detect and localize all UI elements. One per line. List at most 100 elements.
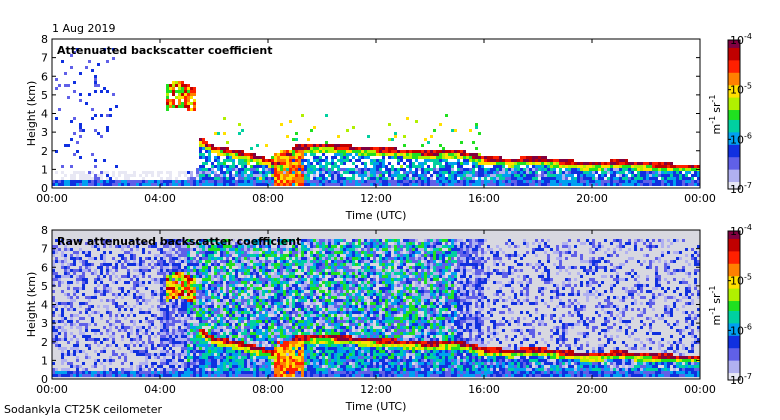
heatmap-cell	[265, 269, 268, 272]
heatmap-cell	[241, 371, 244, 374]
heatmap-cell	[241, 257, 244, 260]
heatmap-cell	[652, 162, 655, 165]
heatmap-cell	[121, 263, 124, 266]
heatmap-cell	[79, 371, 82, 374]
heatmap-cell	[247, 183, 250, 186]
heatmap-cell	[439, 180, 442, 183]
heatmap-cell	[202, 144, 205, 147]
heatmap-cell	[262, 371, 265, 374]
heatmap-cell	[160, 314, 163, 317]
heatmap-cell	[631, 171, 634, 174]
heatmap-cell	[301, 168, 304, 171]
heatmap-cell	[310, 284, 313, 287]
heatmap-cell	[217, 159, 220, 162]
colorbar-swatch	[728, 119, 740, 123]
heatmap-cell	[289, 317, 292, 320]
heatmap-cell	[214, 365, 217, 368]
heatmap-cell	[289, 329, 292, 332]
heatmap-cell	[181, 93, 184, 96]
heatmap-cell	[424, 162, 427, 165]
heatmap-cell	[238, 323, 241, 326]
heatmap-cell	[175, 344, 178, 347]
heatmap-cell	[169, 362, 172, 365]
heatmap-cell	[124, 308, 127, 311]
heatmap-cell	[160, 371, 163, 374]
heatmap-cell	[187, 302, 190, 305]
heatmap-cell	[124, 359, 127, 362]
heatmap-cell	[79, 275, 82, 278]
heatmap-cell	[91, 374, 94, 377]
heatmap-cell	[601, 174, 604, 177]
heatmap-cell	[280, 159, 283, 162]
heatmap-cell	[247, 269, 250, 272]
heatmap-cell	[262, 341, 265, 344]
heatmap-cell	[508, 183, 511, 186]
heatmap-cell	[361, 156, 364, 159]
heatmap-cell	[331, 180, 334, 183]
heatmap-cell	[400, 180, 403, 183]
heatmap-cell	[487, 177, 490, 180]
heatmap-cell	[82, 275, 85, 278]
heatmap-cell	[319, 156, 322, 159]
heatmap-cell	[697, 177, 700, 180]
heatmap-cell	[202, 347, 205, 350]
heatmap-cell	[178, 245, 181, 248]
heatmap-cell	[160, 183, 163, 186]
heatmap-cell	[478, 171, 481, 174]
heatmap-cell	[625, 168, 628, 171]
heatmap-cell	[250, 311, 253, 314]
heatmap-cell	[97, 63, 100, 66]
heatmap-cell	[376, 171, 379, 174]
heatmap-cell	[76, 326, 79, 329]
heatmap-cell	[214, 248, 217, 251]
heatmap-cell	[61, 362, 64, 365]
heatmap-cell	[238, 183, 241, 186]
heatmap-cell	[280, 242, 283, 245]
heatmap-cell	[199, 344, 202, 347]
heatmap-cell	[481, 174, 484, 177]
heatmap-cell	[358, 156, 361, 159]
heatmap-cell	[391, 171, 394, 174]
heatmap-cell	[244, 165, 247, 168]
heatmap-cell	[70, 374, 73, 377]
panel-title: Attenuated backscatter coefficient	[57, 44, 273, 57]
heatmap-cell	[604, 183, 607, 186]
heatmap-cell	[181, 332, 184, 335]
colorbar-unit-label: m-1sr-1	[708, 95, 723, 135]
heatmap-cell	[160, 269, 163, 272]
heatmap-cell	[520, 174, 523, 177]
heatmap-cell	[295, 353, 298, 356]
heatmap-cell	[619, 177, 622, 180]
heatmap-cell	[205, 174, 208, 177]
heatmap-cell	[436, 177, 439, 180]
heatmap-cell	[178, 296, 181, 299]
heatmap-cell	[70, 338, 73, 341]
heatmap-cell	[142, 180, 145, 183]
heatmap-cell	[367, 180, 370, 183]
heatmap-cell	[217, 305, 220, 308]
heatmap-cell	[142, 350, 145, 353]
heatmap-cell	[550, 159, 553, 162]
heatmap-cell	[199, 150, 202, 153]
heatmap-cell	[271, 368, 274, 371]
heatmap-cell	[436, 168, 439, 171]
heatmap-cell	[247, 245, 250, 248]
heatmap-cell	[271, 269, 274, 272]
heatmap-cell	[283, 293, 286, 296]
heatmap-cell	[271, 254, 274, 257]
heatmap-cell	[295, 359, 298, 362]
heatmap-cell	[601, 171, 604, 174]
heatmap-cell	[202, 272, 205, 275]
heatmap-cell	[484, 162, 487, 165]
heatmap-cell	[400, 159, 403, 162]
heatmap-cell	[484, 159, 487, 162]
heatmap-cell	[289, 278, 292, 281]
heatmap-cell	[142, 248, 145, 251]
heatmap-cell	[211, 374, 214, 377]
heatmap-cell	[202, 359, 205, 362]
heatmap-cell	[217, 353, 220, 356]
heatmap-cell	[388, 162, 391, 165]
heatmap-cell	[253, 257, 256, 260]
heatmap-cell	[55, 248, 58, 251]
heatmap-cell	[169, 287, 172, 290]
